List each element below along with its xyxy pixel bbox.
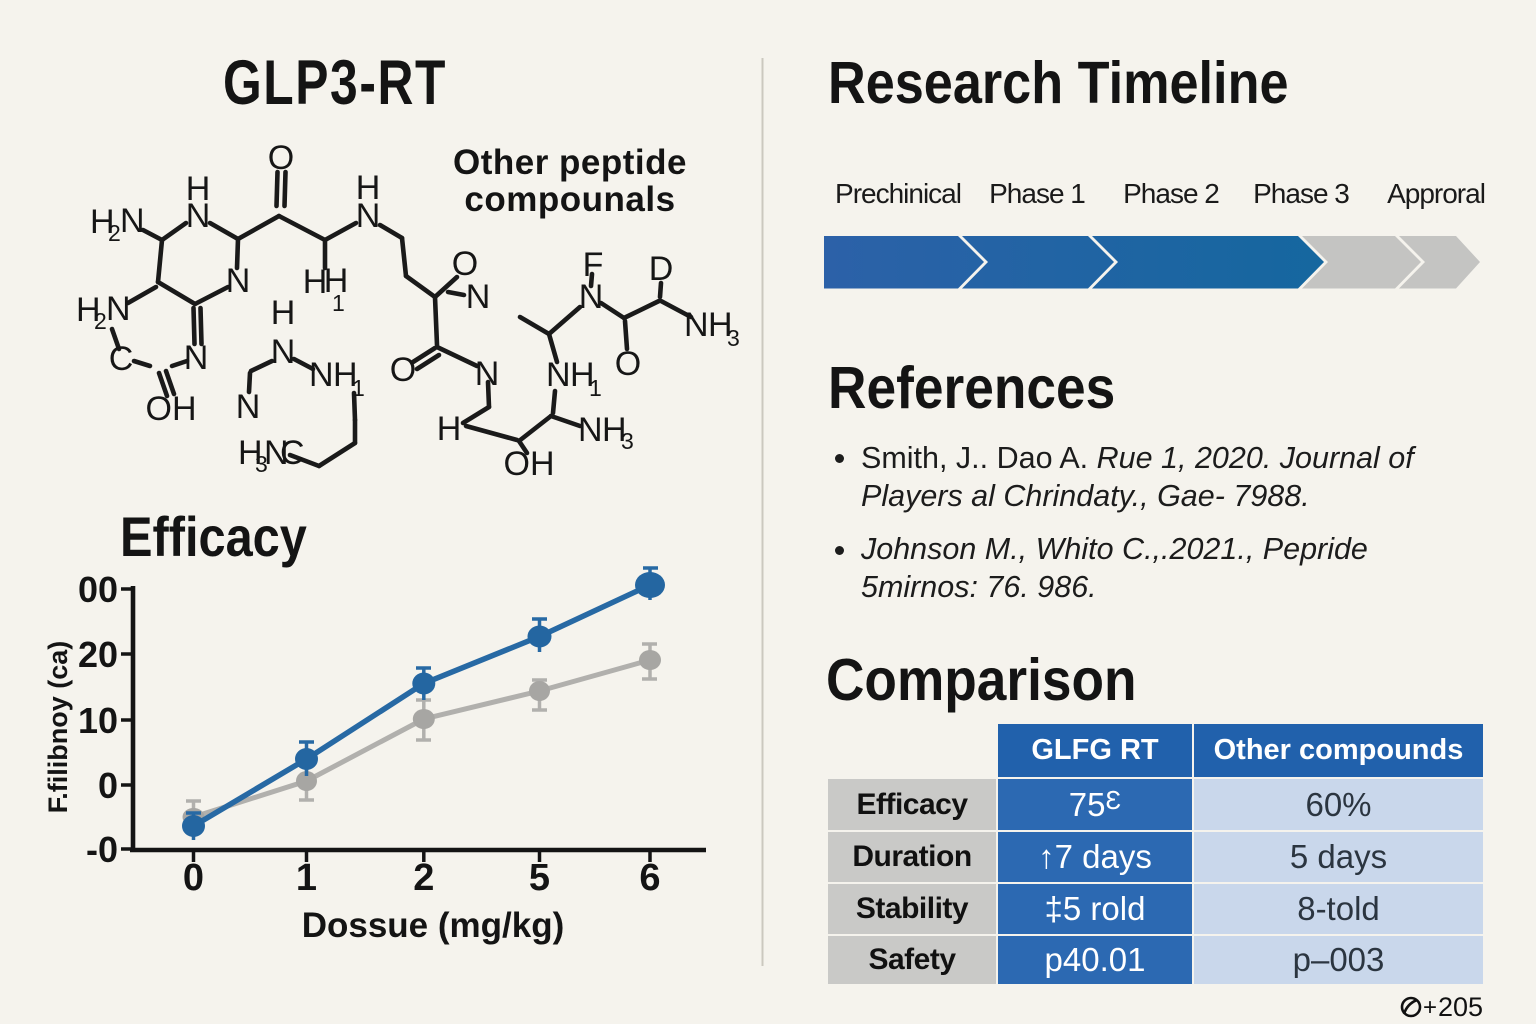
svg-text:5: 5: [529, 857, 550, 899]
svg-text:2: 2: [108, 220, 121, 246]
svg-text:H: H: [602, 411, 627, 449]
svg-text:N: N: [184, 339, 209, 377]
svg-text:H: H: [333, 356, 358, 394]
svg-text:N: N: [264, 434, 289, 472]
svg-text:1: 1: [352, 375, 365, 401]
svg-text:H: H: [90, 203, 115, 241]
svg-text:N: N: [186, 197, 211, 235]
svg-text:N: N: [226, 262, 251, 300]
svg-text:205: 205: [1438, 992, 1483, 1022]
svg-text:0: 0: [183, 857, 204, 899]
svg-text:H: H: [238, 434, 263, 472]
svg-text:1: 1: [332, 290, 345, 316]
svg-text:O: O: [452, 245, 478, 283]
svg-text:F.filibnoy (ca): F.filibnoy (ca): [43, 641, 73, 814]
svg-text:2: 2: [94, 308, 107, 334]
svg-text:H: H: [271, 294, 296, 332]
svg-text:Dossue (mg/kg): Dossue (mg/kg): [302, 906, 565, 945]
svg-text:6: 6: [639, 857, 660, 899]
svg-text:20: 20: [78, 634, 118, 675]
svg-text:F: F: [583, 246, 604, 284]
svg-text:10: 10: [78, 700, 118, 741]
svg-text:N: N: [106, 290, 131, 328]
svg-text:O: O: [390, 351, 416, 389]
svg-text:N: N: [546, 356, 571, 394]
svg-text:H: H: [76, 291, 101, 329]
svg-text:N: N: [236, 388, 261, 426]
svg-text:0: 0: [98, 765, 118, 806]
svg-text:O: O: [615, 345, 641, 383]
svg-text:H: H: [303, 263, 328, 301]
svg-text:1: 1: [589, 375, 602, 401]
svg-text:N: N: [271, 333, 296, 371]
svg-text:N: N: [120, 202, 145, 240]
svg-text:OH: OH: [146, 390, 197, 428]
svg-text:D: D: [649, 250, 674, 288]
svg-text:H: H: [570, 356, 595, 394]
svg-text:H: H: [186, 170, 211, 208]
svg-text:N: N: [309, 356, 334, 394]
svg-text:+: +: [1423, 994, 1437, 1021]
svg-text:O: O: [268, 139, 294, 177]
svg-text:1: 1: [296, 857, 317, 899]
svg-text:H: H: [708, 306, 733, 344]
svg-text:N: N: [466, 278, 491, 316]
svg-text:C: C: [280, 434, 305, 472]
svg-text:3: 3: [727, 325, 740, 351]
svg-text:H: H: [356, 169, 381, 207]
svg-text:3: 3: [255, 451, 268, 477]
svg-text:00: 00: [78, 569, 118, 610]
svg-text:-0: -0: [86, 829, 118, 870]
svg-text:N: N: [578, 411, 603, 449]
svg-text:3: 3: [621, 428, 634, 454]
svg-text:N: N: [684, 306, 709, 344]
svg-text:2: 2: [413, 857, 434, 899]
svg-text:OH: OH: [504, 445, 555, 483]
svg-text:N: N: [579, 278, 604, 316]
svg-text:H: H: [437, 410, 462, 448]
svg-text:C: C: [109, 340, 134, 378]
svg-text:N: N: [475, 355, 500, 393]
svg-text:N: N: [356, 197, 381, 235]
svg-text:H: H: [324, 262, 349, 300]
